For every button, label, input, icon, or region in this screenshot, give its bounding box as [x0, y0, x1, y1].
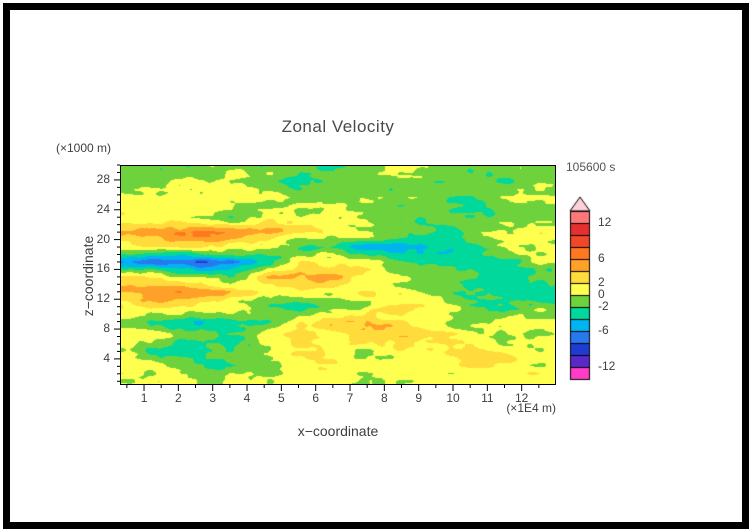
x-tick-label: 9 — [415, 391, 423, 405]
colorbar — [568, 196, 594, 388]
x-tick-label: 2 — [175, 391, 182, 405]
z-tick-label: 12 — [96, 291, 110, 306]
chart-title: Zonal Velocity — [281, 117, 395, 136]
z-tick-label: 8 — [103, 321, 110, 336]
colorbar-tick-label: -6 — [598, 323, 609, 337]
z-tick-label: 28 — [96, 171, 110, 186]
x-axis-unit: (×1E4 m) — [506, 401, 556, 415]
colorbar-tick-label: 0 — [598, 287, 605, 301]
z-tick-label: 4 — [103, 350, 110, 365]
x-tick-label: 12 — [514, 391, 529, 405]
colorbar-tick-label: 12 — [598, 215, 612, 229]
z-tick-label: 20 — [96, 231, 110, 246]
x-tick-label: 6 — [312, 391, 320, 405]
colorbar-tick-label: -12 — [598, 359, 616, 373]
x-tick-label: 1 — [140, 391, 148, 405]
time-label: 105600 s — [566, 160, 616, 174]
x-tick-label: 10 — [446, 391, 460, 405]
x-tick-label: 5 — [278, 391, 285, 405]
colorbar-tick-label: 2 — [598, 275, 605, 289]
x-tick-label: 4 — [243, 391, 251, 405]
x-tick-label: 3 — [209, 391, 217, 405]
x-tick-label: 7 — [346, 391, 354, 405]
x-tick-label: 8 — [381, 391, 388, 405]
colorbar-tick-label: 6 — [598, 251, 605, 265]
x-tick-label: 11 — [481, 391, 494, 405]
z-tick-label: 24 — [96, 201, 110, 216]
x-axis-label: x−coordinate — [297, 423, 379, 439]
z-tick-label: 16 — [96, 261, 110, 276]
heatmap-canvas — [120, 165, 556, 385]
y-axis-unit: (×1000 m) — [56, 141, 112, 155]
colorbar-tick-label: -2 — [598, 299, 609, 313]
